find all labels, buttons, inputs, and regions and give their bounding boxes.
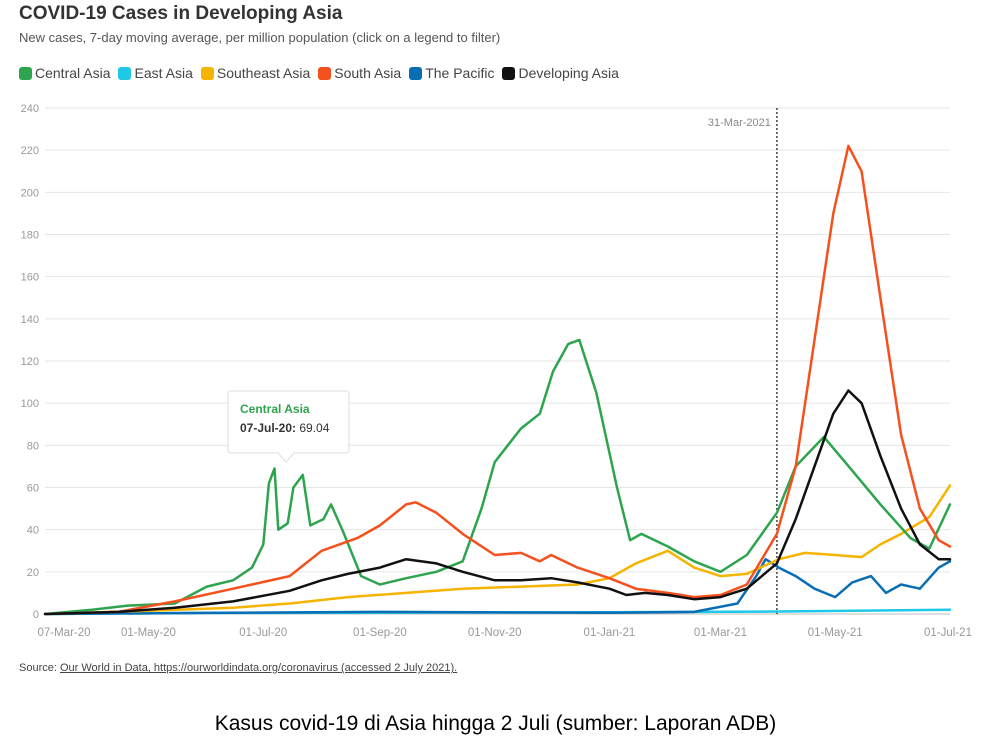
line-chart: 0 20 40 60 80 100 120 140 160 180 200 220 240 07-Mar… <box>21 103 972 639</box>
legend-item-southeast-asia[interactable]: Southeast Asia <box>200 65 311 81</box>
legend-label: South Asia <box>334 65 402 81</box>
y-tick-label: 240 <box>21 103 39 115</box>
y-tick-label: 120 <box>21 356 39 368</box>
legend-label: The Pacific <box>425 65 495 81</box>
x-tick-label: 01-Sep-20 <box>353 627 407 639</box>
grid-lines <box>45 107 950 615</box>
source-label: Source: <box>19 662 57 674</box>
legend-swatch <box>19 66 32 80</box>
y-tick-label: 200 <box>21 187 39 199</box>
y-tick-label: 0 <box>33 609 39 621</box>
series-line-south-asia[interactable] <box>43 144 952 616</box>
tooltip-series-name: Central Asia <box>240 402 310 416</box>
x-tick-label: 01-Jul-21 <box>924 627 972 639</box>
tooltip-value: 07-Jul-20: 69.04 <box>240 421 330 435</box>
y-tick-label: 80 <box>27 440 39 452</box>
source-note: Source: Our World in Data, https://ourwo… <box>19 662 457 674</box>
x-tick-label: 01-May-21 <box>808 627 863 639</box>
source-link[interactable]: Our World in Data, https://ourworldindat… <box>59 662 458 674</box>
legend-label: Developing Asia <box>518 65 619 81</box>
y-tick-label: 160 <box>21 272 39 284</box>
legend-item-east-asia[interactable]: East Asia <box>118 65 193 81</box>
x-tick-label: 01-Mar-21 <box>694 627 747 639</box>
series-line-southeast-asia[interactable] <box>43 484 952 616</box>
y-tick-label: 60 <box>27 483 39 495</box>
tooltip: Central Asia 07-Jul-20: 69.04 <box>227 390 350 463</box>
legend-item-south-asia[interactable]: South Asia <box>318 65 401 81</box>
y-axis-ticks: 0 20 40 60 80 100 120 140 160 180 200 220 240 <box>21 103 39 621</box>
y-tick-label: 20 <box>27 567 39 579</box>
chart-title: COVID-19 Cases in Developing Asia <box>19 3 343 24</box>
annotation-label: 31-Mar-2021 <box>708 117 771 129</box>
legend-swatch <box>118 66 132 80</box>
series-lines <box>43 144 952 616</box>
chart-subtitle: New cases, 7-day moving average, per mil… <box>19 30 501 45</box>
series-line-developing-asia[interactable] <box>43 389 952 616</box>
y-tick-label: 140 <box>21 314 39 326</box>
legend-swatch <box>502 66 516 80</box>
legend-item-the-pacific[interactable]: The Pacific <box>409 65 494 81</box>
legend-swatch <box>318 66 332 80</box>
legend-item-central-asia[interactable]: Central Asia <box>19 65 110 81</box>
tooltip-pointer <box>277 452 295 463</box>
series-line-central-asia[interactable] <box>43 338 952 616</box>
legend-item-developing-asia[interactable]: Developing Asia <box>502 65 619 81</box>
x-tick-label: 01-May-20 <box>121 627 176 639</box>
legend-swatch <box>200 66 214 80</box>
y-tick-label: 220 <box>21 145 39 157</box>
legend-label: East Asia <box>134 65 193 81</box>
series-line-the-pacific[interactable] <box>43 557 952 616</box>
legend-swatch <box>409 66 423 80</box>
y-tick-label: 180 <box>21 230 39 242</box>
image-caption: Kasus covid-19 di Asia hingga 2 Juli (su… <box>214 712 777 735</box>
x-tick-label: 01-Jan-21 <box>584 627 636 639</box>
y-tick-label: 40 <box>27 525 39 537</box>
x-tick-label: 07-Mar-20 <box>37 627 90 639</box>
x-tick-label: 01-Nov-20 <box>468 627 522 639</box>
legend-label: Southeast Asia <box>216 65 311 81</box>
chart-legend: Central Asia East Asia Southeast Asia South… <box>19 63 627 83</box>
legend-label: Central Asia <box>35 65 111 81</box>
y-tick-label: 100 <box>21 398 39 410</box>
x-tick-label: 01-Jul-20 <box>239 627 287 639</box>
x-axis-ticks: 07-Mar-20 01-May-20 01-Jul-20 01-Sep-20 01-N… <box>37 627 972 639</box>
